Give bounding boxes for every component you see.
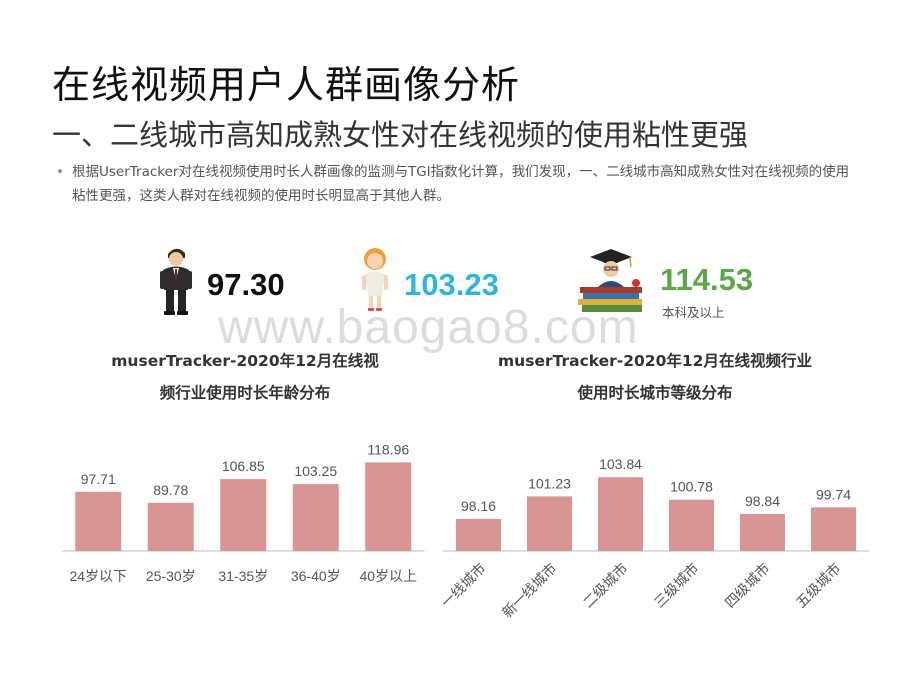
data-label: 118.96 (367, 441, 409, 457)
tick-label: 24岁以下 (69, 568, 127, 584)
tick-label: 25-30岁 (146, 568, 196, 584)
data-label: 89.78 (153, 482, 188, 498)
tick-label: 五级城市 (793, 560, 844, 611)
summary-bullet: • 根据UserTracker对在线视频使用时长人群画像的监测与TGI指数化计算… (56, 160, 856, 208)
tick-label: 一线城市 (440, 560, 489, 611)
stat-label-graduate: 本科及以上 (662, 305, 725, 320)
data-label: 99.74 (816, 486, 851, 502)
data-label: 103.25 (294, 463, 337, 479)
city-bar-chart: 98.16 一线城市 101.23 新一线城市 103.84 二级城市 100.78 三级城市… (440, 456, 869, 621)
male-figure-icon (160, 248, 192, 315)
bar (292, 484, 339, 551)
data-label: 98.84 (745, 493, 780, 509)
age-bar-chart: 97.71 24岁以下 89.78 25-30岁 106.85 31-35岁 103.25 3… (62, 441, 425, 584)
page-subtitle: 一、二线城市高知成熟女性对在线视频的使用粘性更强 (52, 118, 749, 152)
bar (220, 479, 267, 551)
watermark: www.baogao8.com (218, 301, 639, 354)
data-label: 103.84 (599, 456, 642, 472)
stat-value-graduate: 114.53 (660, 262, 754, 297)
chart-title-age: muserTracker-2020年12月在线视 频行业使用时长年龄分布 (60, 345, 430, 409)
bar (669, 499, 714, 551)
bullet-dot-icon: • (56, 164, 64, 180)
tick-label: 36-40岁 (291, 568, 341, 584)
chart-title-age-line-1: muserTracker-2020年12月在线视 (111, 352, 379, 370)
bar (598, 477, 643, 551)
tick-label: 四级城市 (722, 560, 773, 611)
data-label: 97.71 (81, 471, 116, 487)
data-label: 101.23 (528, 475, 571, 491)
bar (811, 507, 856, 551)
tick-label: 40岁以上 (359, 568, 417, 584)
summary-text: 根据UserTracker对在线视频使用时长人群画像的监测与TGI指数化计算，我… (72, 164, 850, 204)
chart-title-age-line-2: 频行业使用时长年龄分布 (159, 384, 331, 402)
stat-value-male: 97.30 (207, 267, 285, 302)
tick-label: 三级城市 (651, 560, 702, 611)
chart-title-city: muserTracker-2020年12月在线视频行业 使用时长城市等级分布 (450, 345, 860, 409)
tick-label: 31-35岁 (218, 568, 268, 584)
data-label: 106.85 (222, 458, 265, 474)
bar (75, 491, 122, 551)
stat-value-female: 103.23 (404, 267, 499, 302)
data-label: 100.78 (670, 479, 713, 495)
tick-label: 新一线城市 (499, 560, 560, 621)
bar (365, 462, 412, 551)
data-label: 98.16 (461, 498, 496, 514)
bar (527, 496, 572, 551)
bar (456, 518, 501, 551)
chart-title-city-line-2: 使用时长城市等级分布 (577, 384, 733, 402)
page-title: 在线视频用户人群画像分析 (52, 63, 521, 107)
tick-label: 二级城市 (580, 560, 631, 611)
graduate-books-icon (578, 249, 642, 312)
bar (147, 502, 194, 551)
bar (740, 513, 785, 551)
female-figure-icon (362, 248, 388, 311)
chart-title-city-line-1: muserTracker-2020年12月在线视频行业 (498, 352, 812, 370)
